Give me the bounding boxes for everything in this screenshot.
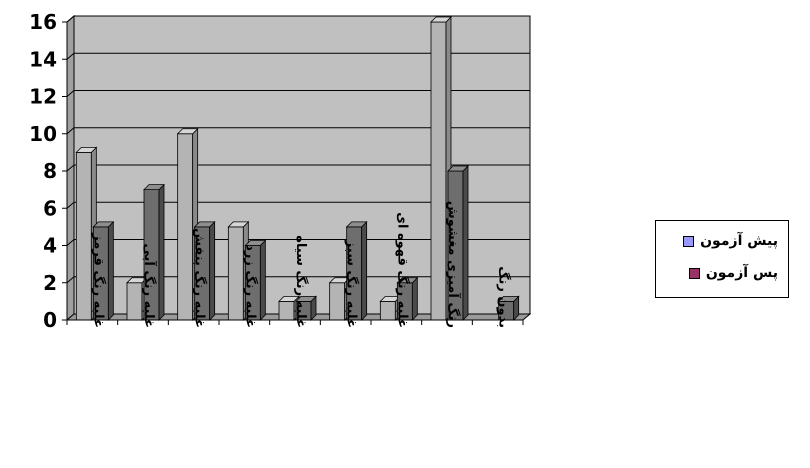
gridline-side (66, 15, 75, 23)
y-tick-label: 8 (43, 159, 57, 183)
legend-item-pre: پیش آزمون (683, 233, 778, 249)
bar-side-series1-cat3 (259, 239, 266, 321)
gridline-side (66, 239, 75, 246)
bar-top-series1-cat5 (345, 221, 368, 228)
bar-series0-cat6 (379, 300, 396, 321)
y-tick-label: 12 (29, 85, 57, 109)
bar-side-series1-cat2 (209, 220, 216, 321)
bar-side-series1-cat6 (411, 276, 418, 321)
y-tick-label: 14 (29, 47, 57, 71)
bar-series0-cat3 (227, 226, 244, 321)
bar-series0-cat2 (177, 133, 194, 321)
x-tick-label-5: غلبه رنگ سبز (344, 239, 360, 328)
bar-series0-cat4 (278, 300, 295, 321)
legend-swatch-post (688, 267, 700, 279)
x-tick-label-0: غلبه رنگ قرمز (90, 232, 106, 328)
axis-layer: 0 2 4 6 8 10 12 14 16 غلبه رنگ قرمز غلبه رنگ آبی غل… (29, 10, 524, 332)
bar-top-series1-cat6 (396, 277, 419, 284)
bar-series0-cat1 (126, 282, 143, 321)
gridline-side (66, 52, 75, 60)
legend-label-post: پس آزمون (705, 265, 778, 281)
y-tick-label: 4 (43, 234, 57, 258)
bar-top-series0-cat0 (75, 146, 98, 153)
x-tick-label-6: غلبه رنگ قهوه ای (394, 212, 410, 328)
gridline-side (66, 201, 75, 209)
legend: پیش آزمون پس آزمون (655, 220, 789, 298)
bars-layer (75, 16, 520, 321)
bar-top-series0-cat4 (278, 295, 300, 302)
bar-side-series1-cat5 (361, 220, 368, 321)
bar-top-series0-cat7 (430, 16, 452, 23)
bar-series0-cat0 (75, 151, 92, 321)
x-tick-label-7: رنگ آمیزی مغشوش (445, 201, 462, 328)
bar-top-series1-cat3 (244, 240, 267, 246)
bar-top-series0-cat3 (227, 221, 250, 228)
bar-side-series1-cat7 (462, 165, 469, 321)
bar-top-series1-cat1 (143, 184, 165, 191)
legend-item-post: پس آزمون (688, 265, 778, 281)
bar-top-series1-cat7 (447, 165, 469, 172)
bar-top-series0-cat2 (176, 128, 199, 135)
gridline-side (66, 164, 75, 172)
y-tick-label: 0 (43, 308, 57, 332)
gridline-side (66, 276, 75, 284)
gridline-side (66, 127, 75, 135)
gridline-side (66, 90, 75, 97)
bar-top-series1-cat0 (92, 221, 115, 228)
bar-side-series1-cat1 (158, 183, 165, 321)
bar-side-series1-cat0 (107, 220, 114, 321)
bar-top-series1-cat4 (295, 295, 317, 302)
legend-label-pre: پیش آزمون (700, 233, 778, 249)
x-tick-label-1: غلبه رنگ آبی (141, 243, 158, 328)
x-tick-label-4: غلبه رنگ سیاه (293, 235, 309, 328)
x-tick-label-2: غلبه رنگ بنفش (192, 228, 208, 328)
legend-swatch-pre (683, 235, 695, 247)
y-tick-label: 16 (29, 10, 57, 34)
y-tick-label: 2 (43, 271, 57, 295)
x-tick-label-8: بدون رنگ (496, 266, 512, 328)
bar-series0-cat5 (329, 282, 346, 321)
x-tick-label-3: غلبه رنگ زرد (242, 244, 258, 328)
bar-series0-cat7 (430, 21, 447, 321)
bar-top-series1-cat8 (497, 295, 520, 302)
y-tick-label: 6 (43, 196, 57, 220)
y-tick-label: 10 (29, 122, 57, 146)
bar-top-series1-cat2 (193, 221, 216, 228)
